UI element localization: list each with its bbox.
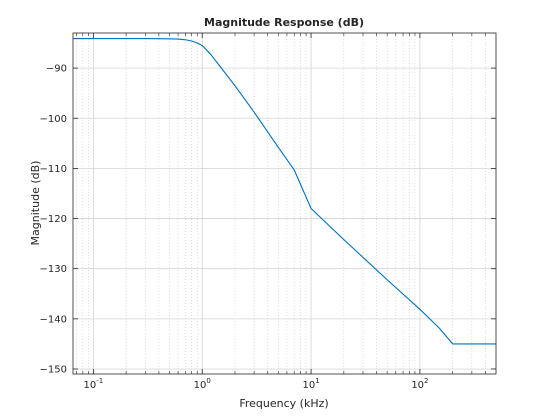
x-tick-label-exponent: 0 xyxy=(206,377,210,385)
ticks-layer xyxy=(73,33,496,374)
series-layer xyxy=(73,37,496,345)
x-tick-labels: 10-1 100 101 102 xyxy=(84,377,429,391)
x-tick-label: 102 xyxy=(411,377,428,391)
plot-frame xyxy=(72,32,497,375)
x-tick-label: 10-1 xyxy=(84,377,104,391)
y-axis-label: Magnitude (dB) xyxy=(29,161,42,246)
major-grid xyxy=(73,33,496,374)
x-tick-label-exponent: -1 xyxy=(96,377,103,385)
y-tick-label: −150 xyxy=(40,364,67,375)
x-tick-label-base: 10 xyxy=(194,380,207,391)
y-tick-label: −130 xyxy=(40,264,67,275)
x-tick-label: 100 xyxy=(194,377,211,391)
y-tick-label: −110 xyxy=(40,164,67,175)
y-tick-label: −100 xyxy=(40,114,67,125)
x-tick-label-base: 10 xyxy=(302,380,315,391)
x-tick-label: 101 xyxy=(302,377,319,391)
chart-title: Magnitude Response (dB) xyxy=(204,16,364,29)
y-tick-labels: −90 −100 −110 −120 −130 −140 −150 xyxy=(40,64,67,376)
x-axis-label: Frequency (kHz) xyxy=(239,397,328,410)
x-tick-label-base: 10 xyxy=(84,380,97,391)
x-tick-label-base: 10 xyxy=(411,380,424,391)
magnitude-response-line xyxy=(73,37,496,345)
x-tick-label-exponent: 2 xyxy=(424,377,428,385)
x-tick-label-exponent: 1 xyxy=(315,377,319,385)
y-tick-label: −90 xyxy=(46,64,67,75)
y-tick-label: −120 xyxy=(40,214,67,225)
y-tick-label: −140 xyxy=(40,314,67,325)
plot-area xyxy=(73,33,496,374)
